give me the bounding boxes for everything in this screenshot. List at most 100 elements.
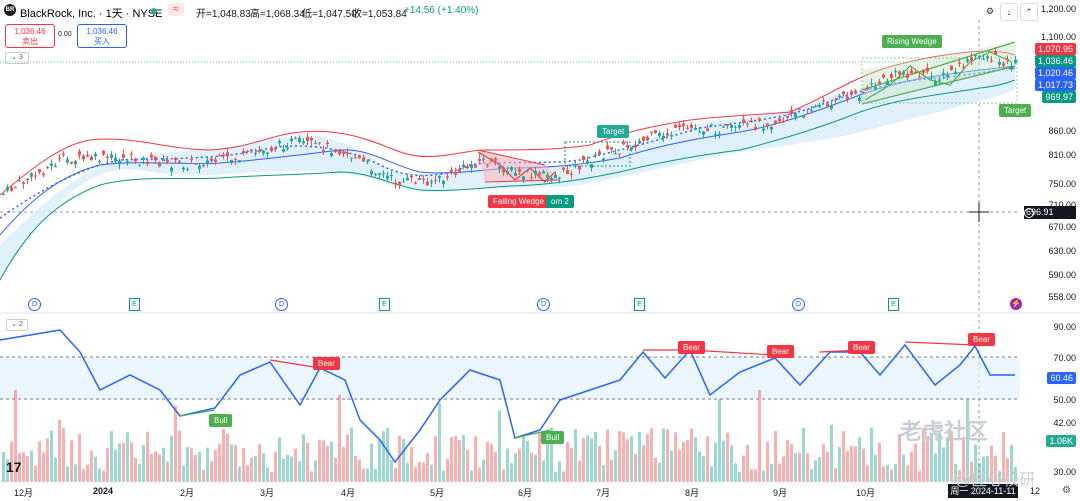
candle	[726, 124, 729, 126]
volume-bar	[622, 432, 625, 482]
lightning-icon[interactable]: ⚡	[1010, 298, 1022, 310]
volume-bar	[458, 440, 461, 482]
volume-bar	[374, 469, 377, 482]
rsi-bull-label: Bull	[541, 431, 565, 444]
candle	[750, 120, 753, 123]
candle	[778, 118, 781, 122]
candle	[414, 182, 417, 184]
candle	[914, 71, 917, 73]
plus-icon[interactable]	[1024, 208, 1034, 218]
candle	[746, 123, 749, 125]
symbol-title[interactable]: BlackRock, Inc. · 1天 · NYSE	[20, 8, 163, 20]
volume-bar	[790, 443, 793, 482]
candle	[610, 147, 613, 150]
candle	[790, 110, 793, 114]
candle	[122, 154, 125, 158]
candle	[582, 156, 585, 161]
candle	[546, 174, 549, 178]
candle	[262, 150, 265, 154]
candle	[658, 132, 661, 136]
download-icon[interactable]: ↓	[1000, 3, 1018, 21]
volume-bar	[726, 432, 729, 482]
buy-button[interactable]: 1,036.46 买入	[77, 24, 127, 48]
dividend-event-icon[interactable]: D	[28, 298, 41, 311]
volume-bar	[794, 452, 797, 482]
volume-bar	[78, 434, 81, 482]
volume-bar	[442, 470, 445, 482]
candlestick-series	[2, 46, 1017, 196]
candle	[854, 90, 857, 93]
volume-bar	[926, 436, 929, 482]
candle	[510, 167, 513, 171]
price-tick: 750.00	[1048, 179, 1076, 189]
volume-bar	[46, 438, 49, 482]
volume-bar	[354, 455, 357, 482]
sell-button[interactable]: 1,036.46 卖出	[5, 24, 55, 48]
compare-icon[interactable]: ≈	[168, 3, 184, 16]
earnings-event-icon[interactable]: E	[379, 298, 390, 311]
volume-bar	[330, 441, 333, 482]
candle	[58, 157, 61, 159]
volume-bar	[774, 430, 777, 482]
volume-bar	[514, 453, 517, 482]
candle	[858, 97, 861, 102]
volume-bar	[22, 451, 25, 482]
volume-bar	[798, 452, 801, 482]
volume-bar	[994, 455, 997, 482]
volume-bar	[358, 459, 361, 482]
volume-bar	[18, 453, 21, 482]
candle	[530, 177, 533, 179]
volume-bar	[510, 463, 513, 482]
volume-bar	[986, 455, 989, 482]
volume-bar	[314, 460, 317, 482]
earnings-event-icon[interactable]: E	[634, 298, 645, 311]
chevron-up-icon[interactable]: ⌃	[1020, 3, 1038, 21]
settings-icon[interactable]: ⚙	[1062, 485, 1071, 496]
volume-bar	[782, 456, 785, 482]
dividend-event-icon[interactable]: D	[792, 298, 805, 311]
volume-bar	[430, 464, 433, 482]
candle	[982, 58, 985, 60]
volume-bar	[770, 463, 773, 482]
indicator-pane-toggle[interactable]: ⌄ 2	[6, 319, 28, 331]
settings-icon[interactable]: ⚙	[982, 3, 998, 19]
volume-bar	[42, 452, 45, 482]
earnings-event-icon[interactable]: E	[129, 298, 140, 311]
candle	[614, 153, 617, 155]
candle	[154, 156, 157, 161]
volume-bar	[150, 453, 153, 482]
volume-bar	[810, 469, 813, 482]
candle	[570, 173, 573, 175]
volume-bar	[758, 389, 761, 482]
candle	[522, 176, 525, 180]
earnings-event-icon[interactable]: E	[888, 298, 899, 311]
candle	[362, 158, 365, 162]
volume-bar	[870, 427, 873, 482]
volume-bar	[642, 445, 645, 482]
volume-bar	[366, 468, 369, 482]
candle	[678, 124, 681, 128]
volume-bar	[518, 448, 521, 482]
dividend-event-icon[interactable]: D	[537, 298, 550, 311]
collapse-indicators-button[interactable]: ⌄ 3	[5, 52, 29, 64]
candle	[566, 170, 569, 174]
volume-bar	[466, 450, 469, 482]
candle	[722, 126, 725, 128]
volume-bar	[738, 471, 741, 482]
volume-bar	[74, 464, 77, 482]
candle	[210, 158, 213, 162]
candle	[106, 156, 109, 158]
dividend-event-icon[interactable]: D	[275, 298, 288, 311]
volume-bar	[286, 454, 289, 482]
candle	[138, 164, 141, 166]
rsi-tick: 50.00	[1053, 395, 1076, 405]
time-tick: 6月	[518, 488, 533, 498]
price-tick: 1,100.00	[1040, 32, 1076, 42]
volume-bar	[166, 461, 169, 482]
volume-bar	[490, 444, 493, 482]
candle	[986, 56, 989, 59]
volume-bar	[890, 469, 893, 482]
candle	[970, 57, 973, 61]
volume-bar	[154, 451, 157, 482]
